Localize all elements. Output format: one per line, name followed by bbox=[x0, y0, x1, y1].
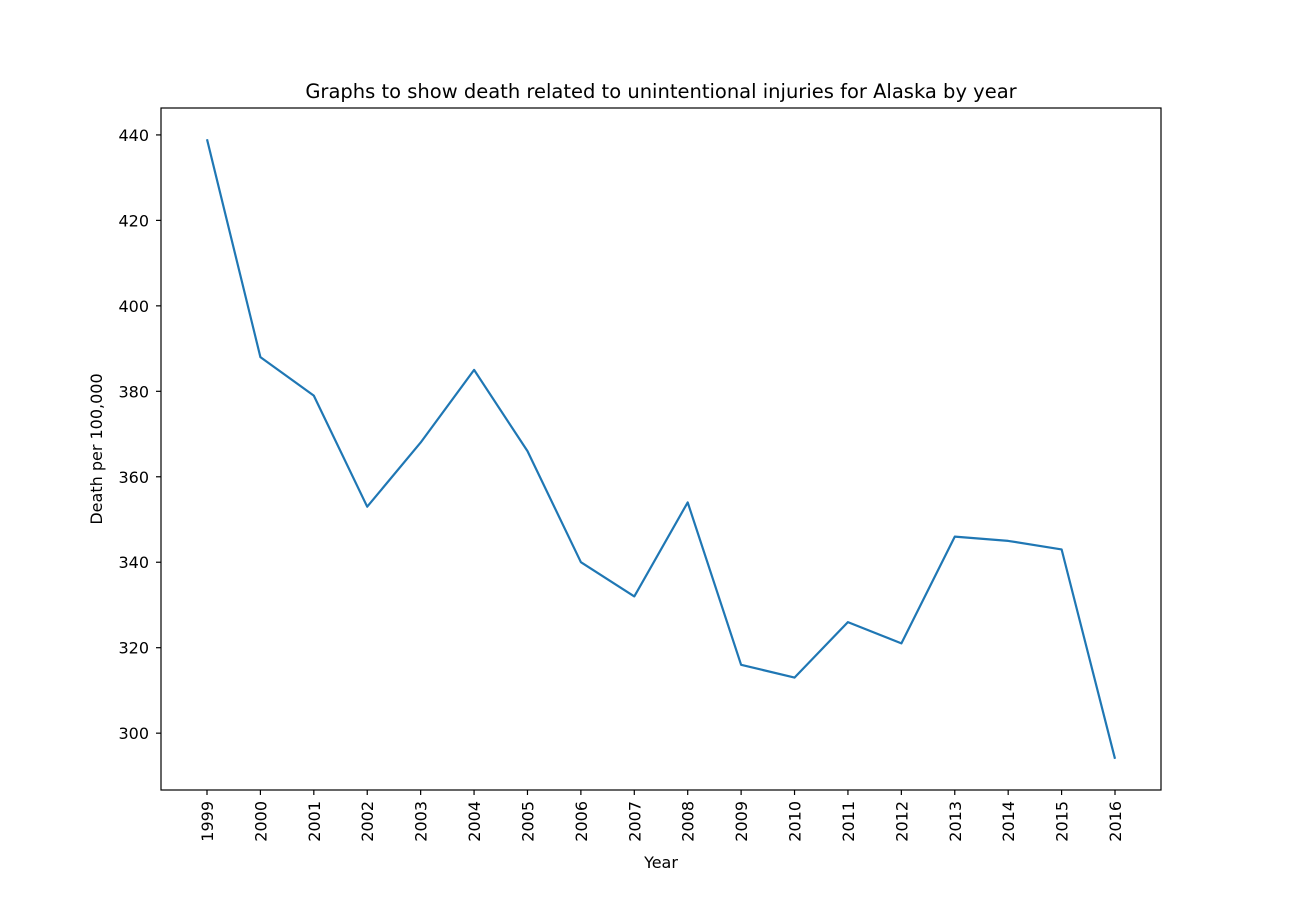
x-tick-label: 2016 bbox=[1106, 801, 1125, 842]
y-tick-label: 440 bbox=[118, 126, 149, 145]
plot-frame bbox=[160, 107, 1162, 791]
y-axis-label: Death per 100,000 bbox=[87, 373, 106, 524]
x-tick-label: 2009 bbox=[732, 801, 751, 842]
x-tick-label: 2005 bbox=[518, 801, 537, 842]
y-tick-label: 400 bbox=[118, 297, 149, 316]
x-tick-label: 2003 bbox=[412, 801, 431, 842]
x-tick-label: 2015 bbox=[1053, 801, 1072, 842]
x-axis-label: Year bbox=[643, 853, 678, 872]
x-tick-label: 2001 bbox=[305, 801, 324, 842]
y-tick-label: 380 bbox=[118, 382, 149, 401]
series-line bbox=[205, 138, 1117, 760]
x-tick-label: 2000 bbox=[251, 801, 270, 842]
x-tick-label: 2006 bbox=[572, 801, 591, 842]
x-tick-label: 1999 bbox=[198, 801, 217, 842]
x-tick-label: 2007 bbox=[625, 801, 644, 842]
x-tick-label: 2008 bbox=[679, 801, 698, 842]
chart-title: Graphs to show death related to unintent… bbox=[305, 80, 1017, 103]
x-tick-label: 2010 bbox=[786, 801, 805, 842]
x-tick-label: 2004 bbox=[465, 801, 484, 842]
x-tick-label: 2014 bbox=[999, 801, 1018, 842]
y-tick-label: 320 bbox=[118, 639, 149, 658]
plot-area: 300 320 340 360 380 400 420 440 1999 2000 2001 2002… bbox=[118, 126, 1125, 842]
x-tick-label: 2002 bbox=[358, 801, 377, 842]
y-tick-label: 420 bbox=[118, 211, 149, 230]
y-tick-label: 360 bbox=[118, 468, 149, 487]
y-tick-label: 300 bbox=[118, 724, 149, 743]
x-tick-label: 2011 bbox=[839, 801, 858, 842]
y-tick-label: 340 bbox=[118, 553, 149, 572]
x-tick-label: 2013 bbox=[946, 801, 965, 842]
x-tick-label: 2012 bbox=[892, 801, 911, 842]
